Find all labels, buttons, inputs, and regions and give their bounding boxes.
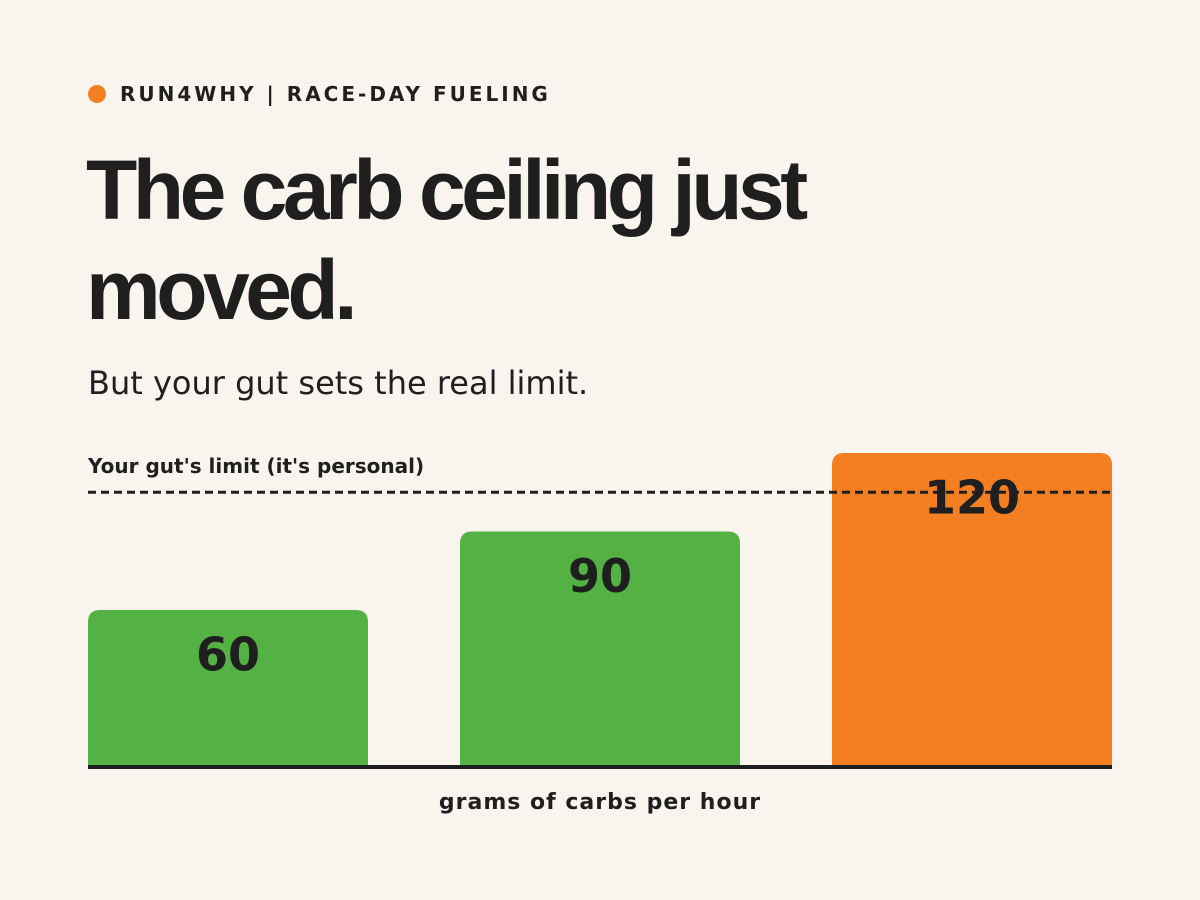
x-axis-label: grams of carbs per hour (439, 790, 761, 815)
bar (460, 531, 740, 767)
brand: RUN4WHY | RACE-DAY FUELING (88, 82, 551, 106)
subtitle: But your gut sets the real limit. (88, 364, 589, 402)
bar (88, 610, 368, 767)
value-label: 120 (924, 471, 1020, 525)
reference-label: Your gut's limit (it's personal) (87, 454, 424, 478)
title: The carb ceiling just moved. (86, 143, 808, 337)
value-label: 90 (568, 549, 632, 603)
bar (832, 453, 1112, 767)
value-label: 60 (196, 628, 260, 682)
brand-dot (88, 85, 106, 103)
brand-text: RUN4WHY | RACE-DAY FUELING (120, 82, 551, 106)
